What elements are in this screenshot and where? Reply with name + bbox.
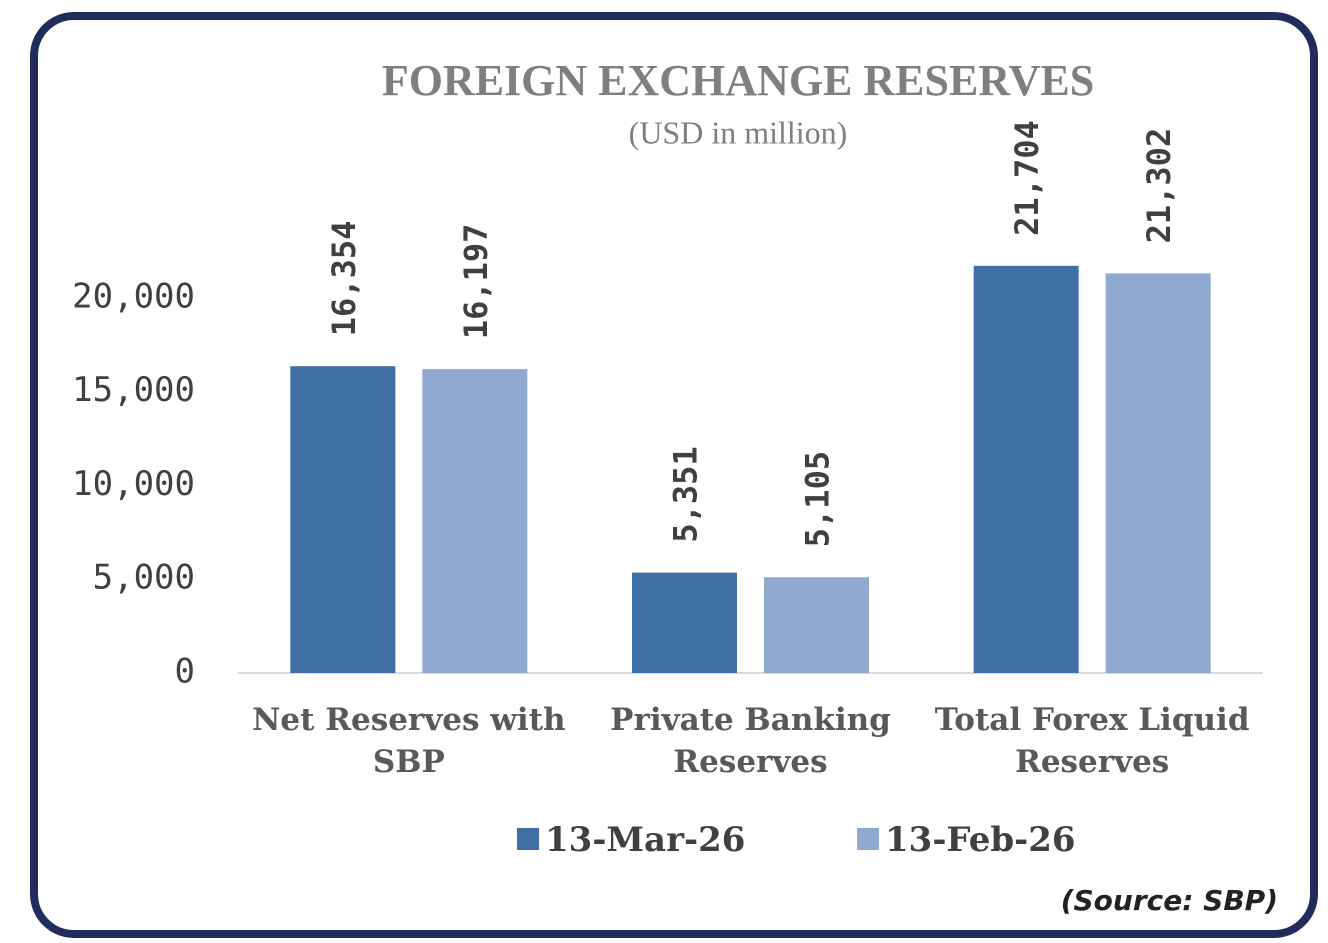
y-tick-label: 0	[175, 652, 195, 692]
chart-subtitle: (USD in million)	[629, 114, 848, 150]
value-label: 21,302	[1140, 128, 1178, 244]
legend-label: 13-Feb-26	[885, 820, 1076, 860]
legend-label: 13-Mar-26	[545, 820, 745, 860]
bar	[973, 265, 1079, 673]
y-tick-label: 20,000	[72, 276, 195, 316]
y-tick-label: 15,000	[72, 370, 195, 410]
value-label: 16,197	[457, 224, 495, 340]
value-label: 5,105	[799, 451, 837, 547]
bar	[290, 366, 396, 673]
bar	[632, 572, 737, 673]
value-label: 16,354	[325, 221, 363, 337]
bar	[422, 369, 528, 673]
bar	[764, 577, 869, 673]
x-tick-label: Private Banking Reserves	[610, 702, 891, 780]
source: (Source: SBP)	[1061, 884, 1278, 917]
y-tick-label: 10,000	[72, 464, 195, 504]
legend-swatch	[857, 828, 879, 850]
x-tick-label: Net Reserves with SBP	[252, 702, 566, 780]
frame	[30, 12, 1318, 938]
chart-title: FOREIGN EXCHANGE RESERVES	[382, 56, 1094, 105]
value-label: 5,351	[667, 446, 705, 542]
bar	[1105, 273, 1211, 673]
x-tick-label: Total Forex Liquid Reserves	[934, 702, 1250, 780]
y-tick-label: 5,000	[93, 558, 195, 598]
value-label: 21,704	[1008, 120, 1046, 236]
legend-swatch	[517, 828, 539, 850]
